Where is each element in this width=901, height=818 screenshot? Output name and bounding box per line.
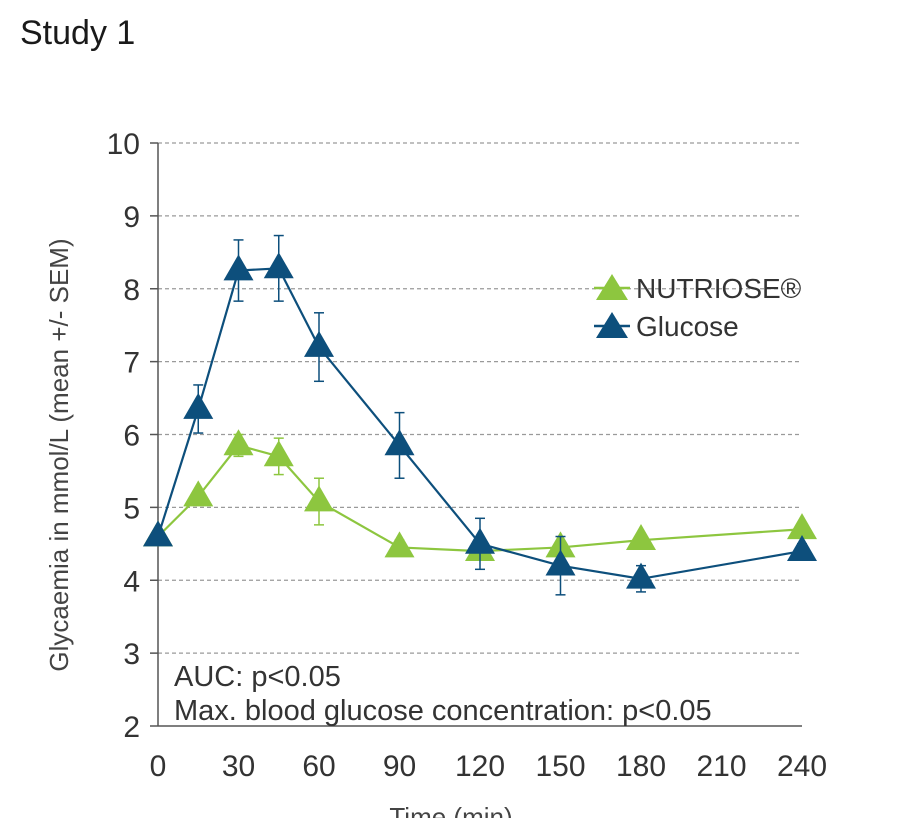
figure-title: Study 1 [20,14,136,52]
y-tick-label-2: 2 [123,711,140,744]
x-tick-label-0: 0 [150,750,167,783]
x-tick-label-30: 30 [222,750,255,783]
legend-glucose-label: Glucose [636,311,739,342]
y-tick-label-3: 3 [123,638,140,671]
series-glucose [143,234,817,596]
marker-glucose-240 [787,534,817,561]
annotation-max-glucose: Max. blood glucose concentration: p<0.05 [174,695,712,727]
legend-nutriose-marker [596,274,628,300]
marker-glucose-90 [384,429,415,456]
series-nutriose [143,429,817,561]
x-tick-label-240: 240 [777,750,827,783]
marker-nutriose-45 [263,440,294,467]
y-tick-label-9: 9 [123,201,140,234]
marker-nutriose-240 [787,513,817,540]
grid-lines [158,142,802,654]
legend-nutriose-label: NUTRIOSE® [636,273,802,304]
x-tick-label-210: 210 [696,750,746,783]
marker-nutriose-60 [304,485,334,512]
marker-glucose-15 [183,392,214,419]
marker-glucose-180 [626,562,656,589]
y-tick-label-10: 10 [107,128,140,161]
series [143,234,817,596]
annotations: AUC: p<0.05 Max. blood glucose concentra… [174,661,712,727]
series-line-glucose [156,267,803,580]
x-tick-label-120: 120 [455,750,505,783]
series-line-nutriose [157,444,803,553]
marker-nutriose-90 [384,531,415,558]
marker-glucose-45 [263,252,294,279]
legend-glucose-marker [596,312,628,338]
marker-nutriose-180 [626,524,656,551]
x-axis-label: Time (min) [389,802,512,818]
x-tick-label-180: 180 [616,750,666,783]
x-tick-label-60: 60 [302,750,335,783]
legend: NUTRIOSE® Glucose [594,273,802,342]
x-tick-label-90: 90 [383,750,416,783]
marker-glucose-120 [465,527,495,554]
y-tick-label-4: 4 [123,565,140,598]
marker-glucose-60 [304,330,334,357]
y-axis-label: Glycaemia in mmol/L (mean +/- SEM) [44,238,74,671]
tick-labels: 2 3 4 5 6 7 8 9 10 0 30 60 90 120 150 180 210 240 [107,128,827,783]
axes [150,142,802,727]
marker-nutriose-30 [223,429,254,456]
marker-glucose-30 [223,254,254,281]
y-tick-label-5: 5 [123,492,140,525]
marker-glucose-0 [143,520,173,547]
y-tick-label-7: 7 [123,347,140,380]
x-tick-label-150: 150 [535,750,585,783]
y-tick-label-8: 8 [123,274,140,307]
annotation-auc: AUC: p<0.05 [174,661,341,693]
marker-glucose-150 [545,549,576,576]
y-tick-label-6: 6 [123,420,140,453]
marker-nutriose-15 [183,480,214,507]
